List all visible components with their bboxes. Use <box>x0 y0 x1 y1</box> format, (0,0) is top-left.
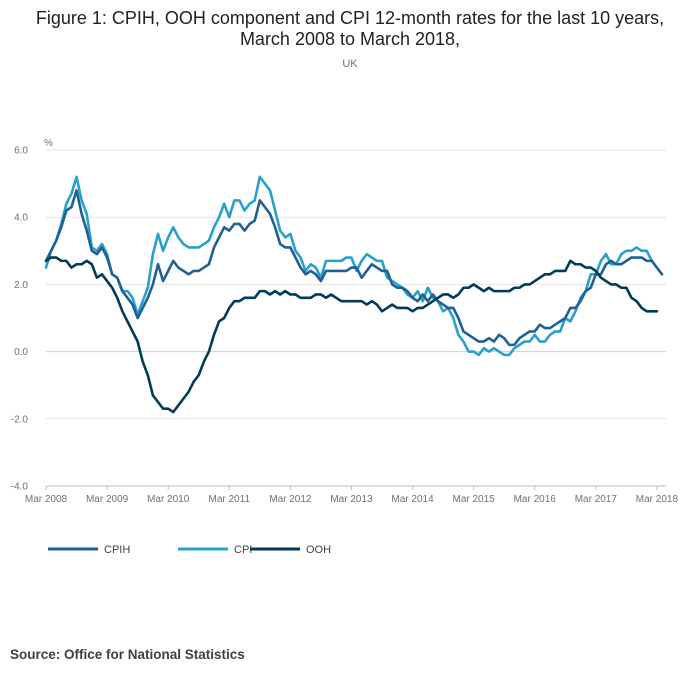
y-tick-label: -4.0 <box>11 482 29 493</box>
source-note: Source: Office for National Statistics <box>10 647 245 662</box>
y-tick-label: 4.0 <box>14 213 28 224</box>
x-tick-label: Mar 2015 <box>453 494 496 505</box>
legend: CPIH CPI OOH <box>48 544 331 556</box>
x-tick-label: Mar 2018 <box>636 494 679 505</box>
x-tick-label: Mar 2016 <box>514 494 557 505</box>
y-tick-label: 6.0 <box>14 146 28 157</box>
x-tick-label: Mar 2008 <box>25 494 68 505</box>
x-tick-label: Mar 2009 <box>86 494 129 505</box>
y-axis: 6.0 4.0 2.0 0.0 -2.0 -4.0% <box>11 138 53 493</box>
x-tick-label: Mar 2011 <box>209 494 251 505</box>
y-axis-unit: % <box>44 138 53 149</box>
legend-label-cpih: CPIH <box>104 544 130 556</box>
x-tick-label: Mar 2012 <box>269 494 312 505</box>
series-lines <box>44 175 664 414</box>
chart-title: Figure 1: CPIH, OOH component and CPI 12… <box>35 8 665 49</box>
series-line-cpih <box>44 189 664 347</box>
x-tick-label: Mar 2017 <box>575 494 618 505</box>
y-tick-label: 0.0 <box>14 347 28 358</box>
x-axis: Mar 2008 Mar 2009 Mar 2010 Mar 2011 Mar 2012… <box>25 485 679 505</box>
y-tick-label: -2.0 <box>11 414 29 425</box>
x-tick-label: Mar 2014 <box>391 494 434 505</box>
legend-label-cpi: CPI <box>234 544 252 556</box>
x-tick-label: Mar 2013 <box>330 494 373 505</box>
series-line-ooh <box>44 256 659 414</box>
x-tick-label: Mar 2010 <box>147 494 190 505</box>
series-line-cpi <box>44 175 659 357</box>
chart-subtitle: UK <box>342 58 358 70</box>
legend-label-ooh: OOH <box>306 544 331 556</box>
y-tick-label: 2.0 <box>14 280 28 291</box>
